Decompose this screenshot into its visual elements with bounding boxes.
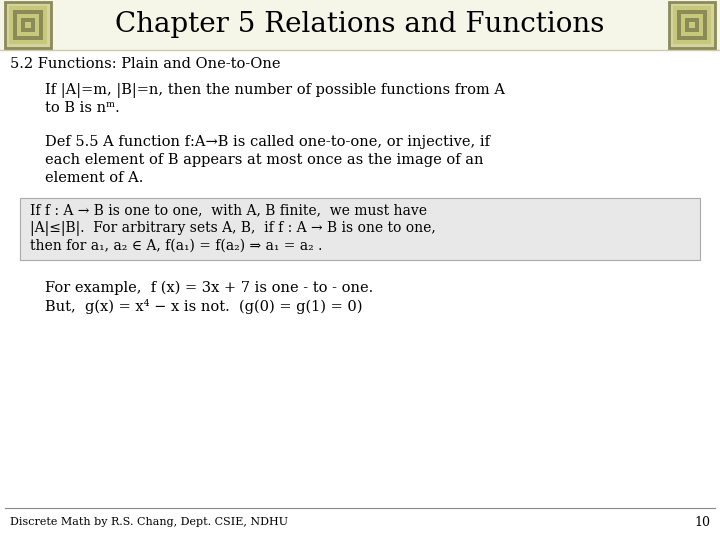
- Bar: [21, 18, 35, 32]
- Text: to B is nᵐ.: to B is nᵐ.: [45, 101, 120, 115]
- Text: element of A.: element of A.: [45, 171, 143, 185]
- Bar: [25, 22, 31, 28]
- Text: But,  g(x) = x⁴ − x is not.  (g(0) = g(1) = 0): But, g(x) = x⁴ − x is not. (g(0) = g(1) …: [45, 299, 362, 314]
- Bar: [13, 10, 43, 40]
- Bar: [681, 14, 703, 36]
- Bar: [669, 2, 715, 48]
- Text: Def 5.5 A function f:A→B is called one-to-one, or injective, if: Def 5.5 A function f:A→B is called one-t…: [45, 135, 490, 149]
- Bar: [5, 2, 51, 48]
- Bar: [669, 2, 715, 48]
- Text: Discrete Math by R.S. Chang, Dept. CSIE, NDHU: Discrete Math by R.S. Chang, Dept. CSIE,…: [10, 517, 288, 527]
- Text: Chapter 5 Relations and Functions: Chapter 5 Relations and Functions: [115, 10, 605, 37]
- Bar: [673, 6, 711, 44]
- Text: If f : A → B is one to one,  with A, B finite,  we must have: If f : A → B is one to one, with A, B fi…: [30, 203, 427, 217]
- Bar: [17, 14, 39, 36]
- Bar: [677, 10, 707, 40]
- Bar: [0, 0, 720, 50]
- Bar: [685, 18, 699, 32]
- Text: For example,  f (x) = 3x + 7 is one - to - one.: For example, f (x) = 3x + 7 is one - to …: [45, 281, 373, 295]
- Bar: [5, 2, 51, 48]
- Text: 5.2 Functions: Plain and One-to-One: 5.2 Functions: Plain and One-to-One: [10, 57, 281, 71]
- Text: 10: 10: [694, 516, 710, 529]
- Text: each element of B appears at most once as the image of an: each element of B appears at most once a…: [45, 153, 484, 167]
- Bar: [9, 6, 47, 44]
- Bar: [689, 22, 695, 28]
- Text: If |A|=m, |B|=n, then the number of possible functions from A: If |A|=m, |B|=n, then the number of poss…: [45, 83, 505, 98]
- Text: |A|≤|B|.  For arbitrary sets A, B,  if f : A → B is one to one,: |A|≤|B|. For arbitrary sets A, B, if f :…: [30, 220, 436, 235]
- Bar: [20, 198, 700, 260]
- Text: then for a₁, a₂ ∈ A, f(a₁) = f(a₂) ⇒ a₁ = a₂ .: then for a₁, a₂ ∈ A, f(a₁) = f(a₂) ⇒ a₁ …: [30, 239, 323, 253]
